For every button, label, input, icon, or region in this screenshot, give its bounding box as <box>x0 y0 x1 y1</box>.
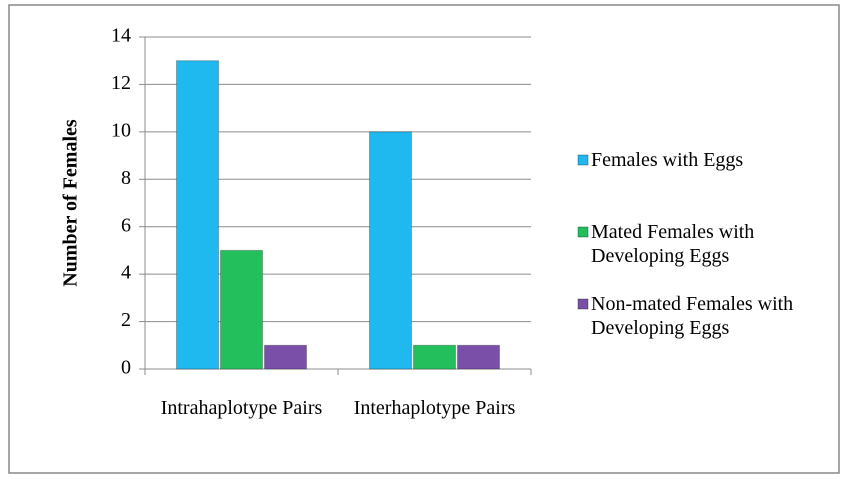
x-tick-label-box: Intrahaplotype Pairs <box>160 397 323 419</box>
bar <box>264 344 307 370</box>
x-tick-label: Interhaplotype Pairs <box>353 397 516 419</box>
legend-label-box: Mated Females with Developing Eggs <box>591 221 755 267</box>
y-tick-label: 12 <box>111 72 131 94</box>
y-tick-label: 14 <box>111 25 131 47</box>
y-axis-label: Number of Females <box>60 119 82 287</box>
bar <box>457 344 500 370</box>
legend-swatch <box>577 298 589 310</box>
x-tick-label-box: Interhaplotype Pairs <box>353 397 516 419</box>
legend-label-box: Females with Eggs <box>591 149 744 171</box>
legend-label: Females with Eggs <box>591 149 744 171</box>
bar <box>220 249 263 370</box>
x-tick-label: Intrahaplotype Pairs <box>160 397 323 419</box>
bar <box>369 131 412 370</box>
y-tick-label: 10 <box>111 119 131 141</box>
legend-swatch <box>577 226 589 238</box>
y-tick-label: 4 <box>121 262 131 284</box>
y-tick-label: 2 <box>121 309 131 331</box>
y-tick-label: 0 <box>121 357 131 379</box>
bar <box>413 344 456 370</box>
legend-label: Mated Females with Developing Eggs <box>591 221 755 267</box>
y-tick-label: 8 <box>121 167 131 189</box>
legend-label-box: Non-mated Females with Developing Eggs <box>591 293 794 339</box>
legend-label: Non-mated Females with Developing Eggs <box>591 293 794 339</box>
y-tick-label: 6 <box>121 214 131 236</box>
bar <box>176 60 219 370</box>
chart-frame <box>8 4 840 474</box>
legend-swatch <box>577 154 589 166</box>
